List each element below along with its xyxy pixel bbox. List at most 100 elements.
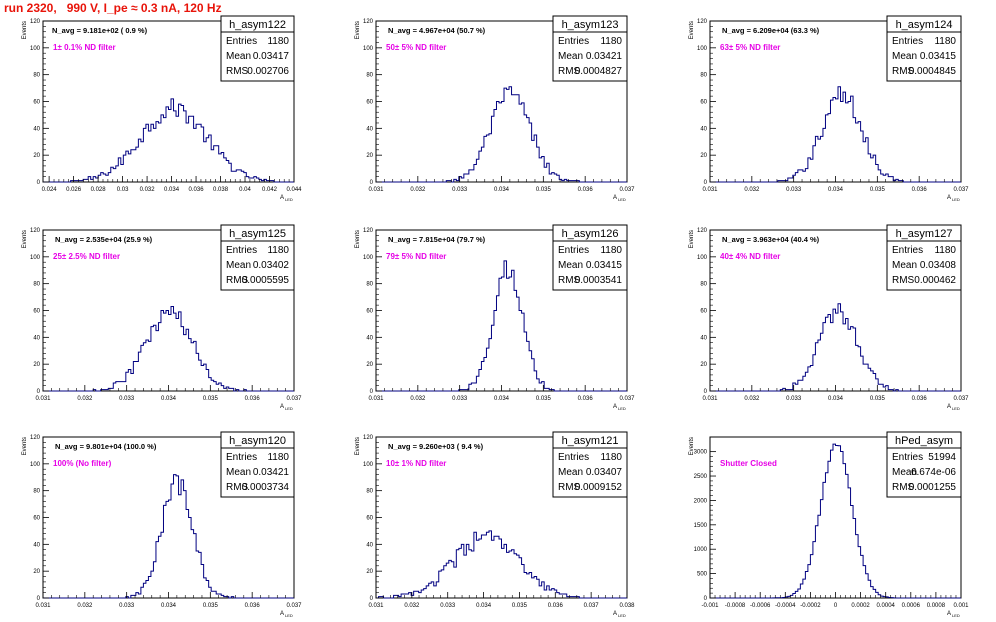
stat-value: 0.03407 <box>586 467 623 478</box>
x-tick-label: 0.028 <box>91 187 107 193</box>
histogram-name: h_asym120 <box>229 435 286 447</box>
y-axis-label: Events <box>689 21 695 39</box>
stat-value: 0.03417 <box>253 51 290 62</box>
histogram-name: h_asym123 <box>562 19 619 31</box>
stat-value: 1180 <box>934 245 956 256</box>
y-axis-label: Events <box>355 230 361 248</box>
filter-annotation: 100% (No filter) <box>53 459 112 468</box>
y-tick-label: 2000 <box>694 498 708 504</box>
histogram-name: hPed_asym <box>895 435 953 447</box>
stat-value: 1180 <box>934 36 956 47</box>
y-tick-label: 60 <box>33 100 40 106</box>
y-tick-label: 2500 <box>694 474 708 480</box>
filter-annotation: Shutter Closed <box>720 459 777 468</box>
x-tick-label: 0.036 <box>578 187 594 193</box>
n-avg-label: N_avg = 9.181e+02 ( 0.9 %) <box>52 26 148 35</box>
filter-annotation: 63± 5% ND filter <box>720 43 780 52</box>
stat-value: 1180 <box>267 36 289 47</box>
n-avg-label: N_avg = 9.801e+04 (100.0 %) <box>55 442 157 451</box>
stat-label: RMS <box>558 275 581 286</box>
x-tick-label: 0.034 <box>828 187 844 193</box>
n-avg-label: N_avg = 6.209e+04 (63.3 %) <box>722 26 820 35</box>
stat-label: Entries <box>226 245 257 256</box>
x-tick-label: 0.035 <box>512 603 528 609</box>
x-tick-label: 0.036 <box>245 396 261 402</box>
x-tick-label: 0.034 <box>161 396 177 402</box>
x-tick-label: 0.037 <box>619 396 635 402</box>
histogram-name: h_asym121 <box>562 435 619 447</box>
stat-value: 0.03408 <box>920 260 957 271</box>
stats-box <box>220 15 295 82</box>
x-tick-label: 0.031 <box>368 396 384 402</box>
y-tick-label: 20 <box>700 153 707 159</box>
x-axis-label: ALED <box>280 195 293 202</box>
stat-value: 1180 <box>600 452 622 463</box>
y-tick-label: 20 <box>366 569 373 575</box>
x-tick-label: 0.031 <box>702 396 718 402</box>
histogram-series <box>710 86 961 183</box>
x-tick-label: 0.031 <box>35 603 51 609</box>
x-tick-label: 0.038 <box>619 603 635 609</box>
stat-value: 1180 <box>600 245 622 256</box>
stat-label: Mean <box>892 51 917 62</box>
stat-label: Entries <box>226 36 257 47</box>
x-tick-label: 0.033 <box>119 603 135 609</box>
stat-label: Mean <box>892 260 917 271</box>
y-tick-label: 0 <box>370 389 374 395</box>
stat-label: Entries <box>892 452 923 463</box>
y-tick-label: 80 <box>700 73 707 79</box>
y-tick-label: 0 <box>370 180 374 186</box>
stat-value: 0.0003541 <box>575 275 623 286</box>
x-tick-label: 0.033 <box>440 603 456 609</box>
x-tick-label: 0.036 <box>578 396 594 402</box>
y-tick-label: 0 <box>37 389 41 395</box>
y-tick-label: 500 <box>697 572 708 578</box>
n-avg-label: N_avg = 4.967e+04 (50.7 %) <box>388 26 486 35</box>
x-tick-label: 0.037 <box>286 603 302 609</box>
stat-value: 0.03421 <box>253 467 290 478</box>
y-tick-label: 60 <box>366 100 373 106</box>
histogram-panel-h_asym120: 0 20 40 60 80 100 120 0.031 0.032 0.033 0.034 0.035… <box>22 431 302 618</box>
y-tick-label: 0 <box>37 180 41 186</box>
x-tick-label: 0.035 <box>870 187 886 193</box>
x-tick-label: 0.024 <box>42 187 58 193</box>
x-tick-label: 0.036 <box>548 603 564 609</box>
y-tick-label: 20 <box>33 569 40 575</box>
stats-box <box>552 224 628 291</box>
histogram-panel-h_asym122: 0 20 40 60 80 100 120 0.024 0.026 0.028 0.03 0.032 0… <box>22 15 302 202</box>
x-tick-label: 0.036 <box>912 396 928 402</box>
y-tick-label: 120 <box>363 19 374 25</box>
x-tick-label: 0.026 <box>66 187 82 193</box>
y-tick-label: 20 <box>366 153 373 159</box>
x-tick-label: -0.0006 <box>750 603 771 609</box>
y-tick-label: 80 <box>366 282 373 288</box>
x-axis-label: ALED <box>280 404 293 411</box>
x-tick-label: -0.0002 <box>800 603 821 609</box>
canvas-title: run 2320, 990 V, I_pe ≈ 0.3 nA, 120 Hz <box>4 1 222 15</box>
x-tick-label: 0.032 <box>140 187 156 193</box>
y-tick-label: 0 <box>704 389 708 395</box>
filter-annotation: 40± 4% ND filter <box>720 252 780 261</box>
y-tick-label: 40 <box>366 542 373 548</box>
y-tick-label: 80 <box>700 282 707 288</box>
x-tick-label: 0.035 <box>536 396 552 402</box>
y-tick-label: 60 <box>33 516 40 522</box>
x-tick-label: -0.001 <box>701 603 719 609</box>
x-axis-label: ALED <box>947 611 960 618</box>
stat-label: Mean <box>558 467 583 478</box>
x-tick-label: 0.033 <box>452 187 468 193</box>
n-avg-label: N_avg = 3.963e+04 (40.4 %) <box>722 235 820 244</box>
stat-label: RMS <box>892 66 915 77</box>
y-tick-label: 40 <box>700 335 707 341</box>
y-tick-label: 20 <box>700 362 707 368</box>
stat-label: Entries <box>558 36 589 47</box>
filter-annotation: 50± 5% ND filter <box>386 43 446 52</box>
stat-label: RMS <box>226 482 249 493</box>
stat-label: RMS <box>226 275 249 286</box>
x-tick-label: 0.033 <box>786 187 802 193</box>
y-tick-label: 40 <box>33 335 40 341</box>
stats-box <box>552 431 628 498</box>
histogram-series <box>43 98 294 183</box>
x-tick-label: 0.034 <box>161 603 177 609</box>
